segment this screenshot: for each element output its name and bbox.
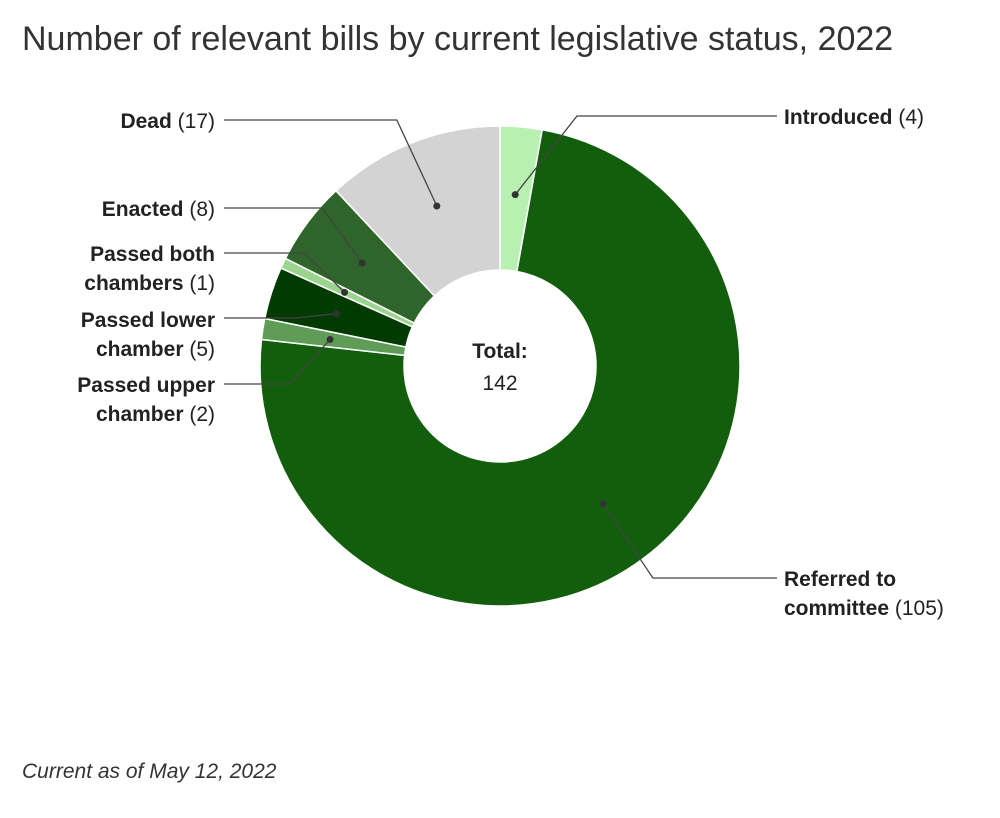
- slice-label-count: (17): [172, 110, 215, 133]
- leader-dot-referred: [599, 500, 607, 508]
- slice-label-passed-both: Passed both chambers (1): [84, 243, 215, 295]
- slice-label-count: (4): [893, 106, 925, 129]
- leader-line-introduced: [514, 115, 777, 196]
- leader-dot-introduced: [511, 191, 519, 199]
- slice-label-dead: Dead (17): [120, 110, 215, 133]
- slice-label-passed-lower: Passed lower chamber (5): [81, 309, 215, 361]
- slice-label-count: (2): [184, 403, 216, 426]
- center-total-value: 142: [482, 372, 517, 395]
- slice-label-name: Passed upper: [77, 374, 215, 397]
- leader-line-dead: [224, 119, 438, 207]
- slice-label-count: (8): [184, 198, 216, 221]
- slice-label-name: chamber: [96, 338, 184, 361]
- center-total-label: Total:: [472, 340, 528, 363]
- leader-dot-passed-upper: [326, 335, 334, 343]
- leader-line-passed-both: [224, 252, 346, 293]
- leader-dot-enacted: [358, 259, 366, 267]
- leader-line-enacted: [224, 207, 363, 264]
- slice-label-count: (105): [889, 597, 944, 620]
- slice-label-name: Introduced: [784, 106, 893, 129]
- slice-label-name: Enacted: [102, 198, 184, 221]
- leader-line-passed-upper: [224, 339, 331, 385]
- slice-label-name: committee: [784, 597, 889, 620]
- slice-label-count: (1): [184, 272, 216, 295]
- leader-dot-dead: [433, 202, 441, 210]
- slice-label-referred: Referred to committee (105): [784, 568, 944, 620]
- slice-label-enacted: Enacted (8): [102, 198, 215, 221]
- slice-label-name: Referred to: [784, 568, 896, 591]
- slice-label-name: Passed lower: [81, 309, 215, 332]
- slice-label-name: Passed both: [90, 243, 215, 266]
- slice-dead: [334, 125, 501, 297]
- slice-label-passed-upper: Passed upper chamber (2): [77, 374, 215, 426]
- leader-line-passed-lower: [224, 312, 337, 319]
- leader-dot-passed-both: [341, 288, 349, 296]
- slice-label-count: (5): [184, 338, 216, 361]
- chart-title: Number of relevant bills by current legi…: [22, 20, 894, 58]
- footnote: Current as of May 12, 2022: [22, 760, 277, 783]
- slice-label-name: chambers: [84, 272, 183, 295]
- slice-label-introduced: Introduced (4): [784, 106, 924, 129]
- slice-referred: [259, 128, 741, 607]
- slice-label-name: Dead: [120, 110, 171, 133]
- leader-dot-passed-lower: [332, 310, 340, 318]
- leader-line-referred: [602, 503, 777, 579]
- slice-label-name: chamber: [96, 403, 184, 426]
